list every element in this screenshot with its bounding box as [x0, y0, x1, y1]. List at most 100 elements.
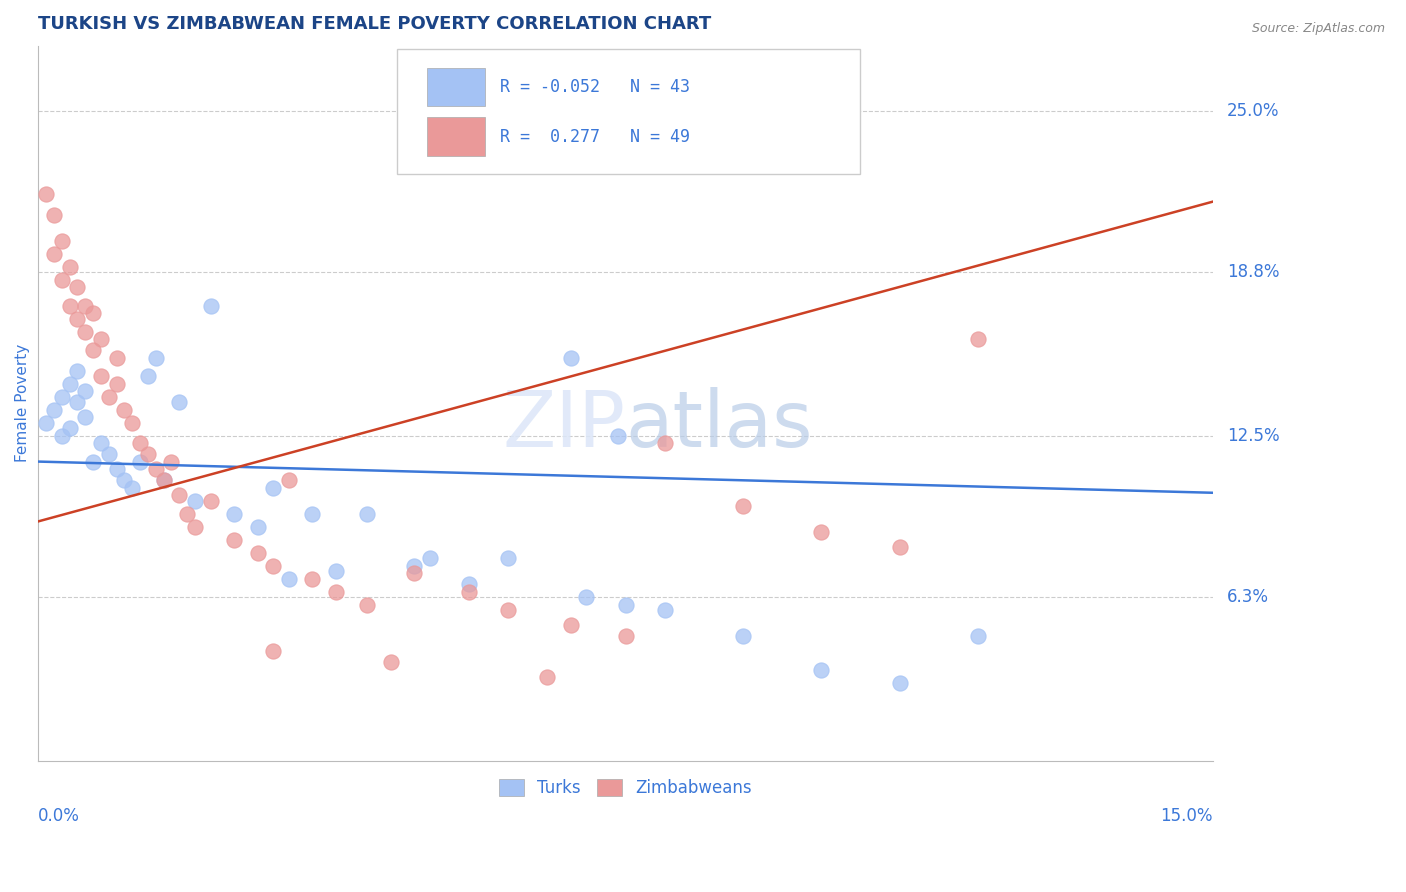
Point — [42, 208, 65, 222]
Legend: Turks, Zimbabweans: Turks, Zimbabweans — [491, 771, 761, 805]
Point — [66, 394, 89, 409]
Point — [160, 454, 183, 468]
Point — [419, 550, 441, 565]
Point — [731, 629, 754, 643]
Point — [184, 519, 207, 533]
Point — [606, 428, 628, 442]
Point — [145, 351, 167, 365]
Point — [536, 670, 558, 684]
Point — [59, 299, 82, 313]
Point — [129, 454, 152, 468]
FancyBboxPatch shape — [396, 49, 860, 174]
Point — [889, 541, 911, 555]
Point — [82, 343, 104, 357]
Point — [356, 507, 378, 521]
Point — [59, 260, 82, 274]
Point — [222, 507, 245, 521]
Point — [75, 325, 97, 339]
Point — [496, 550, 519, 565]
Point — [105, 376, 128, 391]
Point — [66, 280, 89, 294]
Point — [614, 629, 637, 643]
Point — [59, 376, 82, 391]
Point — [575, 590, 598, 604]
Point — [356, 598, 378, 612]
Point — [810, 524, 832, 539]
Point — [169, 394, 191, 409]
Point — [380, 655, 402, 669]
Point — [654, 436, 676, 450]
FancyBboxPatch shape — [427, 118, 485, 156]
Point — [560, 618, 582, 632]
Point — [614, 598, 637, 612]
Text: R =  0.277   N = 49: R = 0.277 N = 49 — [501, 128, 690, 145]
Point — [169, 488, 191, 502]
Point — [90, 436, 112, 450]
Text: 18.8%: 18.8% — [1227, 263, 1279, 281]
Point — [560, 351, 582, 365]
Point — [42, 402, 65, 417]
Text: 0.0%: 0.0% — [38, 807, 80, 825]
Point — [277, 473, 299, 487]
Point — [114, 473, 136, 487]
Point — [136, 447, 159, 461]
Point — [66, 311, 89, 326]
Point — [301, 572, 323, 586]
Point — [35, 186, 58, 201]
Point — [35, 416, 58, 430]
Point — [66, 363, 89, 377]
Point — [152, 473, 174, 487]
Point — [152, 473, 174, 487]
Point — [59, 421, 82, 435]
Point — [277, 572, 299, 586]
Point — [325, 584, 347, 599]
Point — [184, 493, 207, 508]
Point — [51, 390, 73, 404]
Point — [82, 306, 104, 320]
Point — [121, 416, 143, 430]
Point — [496, 603, 519, 617]
Point — [967, 333, 990, 347]
Point — [458, 584, 481, 599]
Point — [262, 644, 284, 658]
Point — [42, 246, 65, 260]
Text: TURKISH VS ZIMBABWEAN FEMALE POVERTY CORRELATION CHART: TURKISH VS ZIMBABWEAN FEMALE POVERTY COR… — [38, 15, 711, 33]
Point — [262, 558, 284, 573]
Point — [90, 333, 112, 347]
Point — [246, 545, 269, 559]
Text: 12.5%: 12.5% — [1227, 426, 1279, 444]
Point — [654, 603, 676, 617]
Text: R = -0.052   N = 43: R = -0.052 N = 43 — [501, 78, 690, 95]
Point — [97, 390, 120, 404]
Point — [90, 368, 112, 383]
Point — [97, 447, 120, 461]
Point — [301, 507, 323, 521]
Point — [200, 493, 222, 508]
Point — [75, 299, 97, 313]
Point — [262, 481, 284, 495]
Point — [51, 234, 73, 248]
Point — [967, 629, 990, 643]
Text: Source: ZipAtlas.com: Source: ZipAtlas.com — [1251, 22, 1385, 36]
Point — [404, 566, 426, 581]
Point — [404, 558, 426, 573]
Point — [200, 299, 222, 313]
FancyBboxPatch shape — [427, 68, 485, 106]
Point — [889, 675, 911, 690]
Point — [145, 462, 167, 476]
Point — [51, 428, 73, 442]
Point — [75, 384, 97, 399]
Text: atlas: atlas — [626, 386, 813, 463]
Point — [105, 351, 128, 365]
Text: ZIP: ZIP — [502, 386, 626, 463]
Point — [731, 499, 754, 513]
Point — [129, 436, 152, 450]
Y-axis label: Female Poverty: Female Poverty — [15, 344, 30, 462]
Text: 25.0%: 25.0% — [1227, 102, 1279, 120]
Point — [105, 462, 128, 476]
Point — [136, 368, 159, 383]
Point — [82, 454, 104, 468]
Point — [121, 481, 143, 495]
Text: 6.3%: 6.3% — [1227, 588, 1268, 606]
Point — [246, 519, 269, 533]
